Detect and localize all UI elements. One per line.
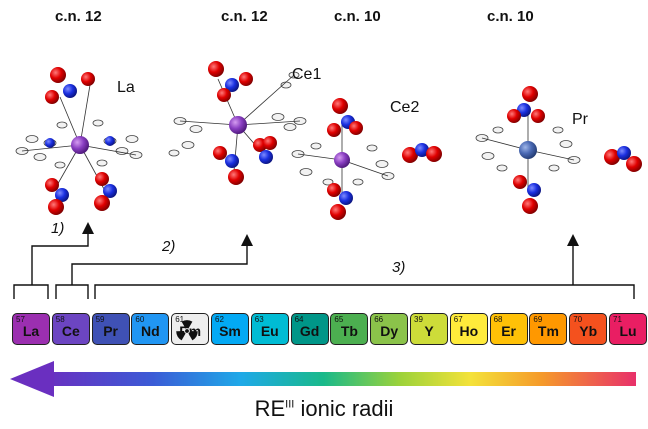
coordination-number-ce1: c.n. 12 — [221, 8, 268, 25]
coordination-number-pr: c.n. 10 — [487, 8, 534, 25]
atomic-number: 61 — [175, 315, 185, 324]
atomic-number: 71 — [613, 315, 622, 324]
element-tile-ce: 58 Ce — [51, 313, 90, 345]
bracket-step-1 — [13, 232, 89, 299]
atomic-number: 59 — [95, 315, 105, 324]
coordination-number-la: c.n. 12 — [55, 8, 102, 25]
ionic-radii-superscript: III — [285, 398, 295, 411]
element-tile-la: 57 La — [12, 313, 50, 345]
coordination-number-ce2: c.n. 10 — [334, 8, 381, 25]
element-tile-tm: 69 Tm — [529, 313, 568, 345]
molecule-la — [15, 67, 143, 215]
element-symbol: Ce — [61, 323, 80, 339]
label-ce2: Ce2 — [390, 99, 420, 116]
step-label-3: 3) — [392, 259, 406, 276]
arrowhead-step-2 — [241, 234, 253, 246]
element-tile-tb: 65 Tb — [330, 313, 369, 345]
element-symbol: Er — [501, 323, 516, 339]
atomic-number: 57 — [16, 315, 25, 324]
element-tile-sm: 62 Sm — [211, 313, 249, 345]
element-symbol: Ho — [459, 323, 479, 339]
bracket-step-2 — [55, 244, 248, 299]
molecule-ce1 — [168, 61, 307, 185]
step-label-1: 1) — [51, 220, 65, 237]
nitrate-anion-ce — [402, 143, 442, 163]
ionic-radii-arrowhead — [10, 361, 54, 397]
ionic-radii-suffix: ionic radii — [294, 396, 394, 421]
element-symbol: Pr — [103, 323, 118, 339]
atomic-number: 60 — [135, 315, 145, 324]
element-tile-gd: 64 Gd — [290, 313, 329, 345]
label-la: La — [117, 79, 135, 96]
ionic-radii-prefix: RE — [254, 396, 286, 421]
element-symbol: Yb — [579, 323, 598, 339]
atomic-number: 66 — [374, 315, 384, 324]
atomic-number: 69 — [533, 315, 543, 324]
element-symbol: Sm — [219, 323, 241, 339]
element-symbol: Nd — [141, 323, 160, 339]
step-label-2: 2) — [162, 238, 176, 255]
arrowhead-step-3 — [567, 234, 579, 246]
element-tile-ho: 67 Ho — [449, 313, 488, 345]
element-symbol: Eu — [260, 323, 279, 339]
element-symbol: Tm — [537, 323, 559, 339]
element-tile-pr: 59 Pr — [91, 313, 130, 345]
element-tile-y: 39 Y — [410, 313, 448, 345]
label-ce1: Ce1 — [292, 66, 322, 83]
element-tile-nd: 60 Nd — [131, 313, 170, 345]
nitrate-anion-pr — [604, 146, 642, 172]
element-tile-lu: 71 Lu — [609, 313, 647, 345]
atomic-number: 62 — [215, 315, 224, 324]
atomic-number: 68 — [493, 315, 503, 324]
element-symbol: Lu — [619, 323, 637, 339]
molecule-ce2 — [291, 98, 395, 220]
arrowhead-step-1 — [82, 222, 94, 234]
element-symbol: Y — [424, 323, 434, 339]
element-symbol: La — [22, 323, 40, 339]
element-tile-eu: 63 Eu — [250, 313, 289, 345]
element-tile-pm: 61 Pm — [171, 313, 210, 345]
atomic-number: 39 — [414, 315, 423, 324]
element-symbol: Dy — [380, 323, 399, 339]
atomic-number: 63 — [254, 315, 264, 324]
atomic-number: 64 — [294, 315, 304, 324]
atomic-number: 70 — [573, 315, 583, 324]
element-symbol: Tb — [340, 323, 358, 339]
element-tile-dy: 66 Dy — [370, 313, 409, 345]
label-pr: Pr — [572, 111, 588, 128]
atomic-number: 67 — [453, 315, 463, 324]
bracket-step-3 — [94, 244, 635, 299]
element-tile-er: 68 Er — [489, 313, 528, 345]
element-tile-yb: 70 Yb — [569, 313, 608, 345]
atomic-number: 58 — [55, 315, 65, 324]
ionic-radii-gradient-bar — [46, 372, 636, 386]
atomic-number: 65 — [334, 315, 344, 324]
molecule-pr — [475, 86, 581, 214]
element-symbol: Pm — [179, 323, 202, 339]
element-symbol: Gd — [299, 323, 320, 339]
ionic-radii-label: REIII ionic radii — [0, 396, 648, 422]
